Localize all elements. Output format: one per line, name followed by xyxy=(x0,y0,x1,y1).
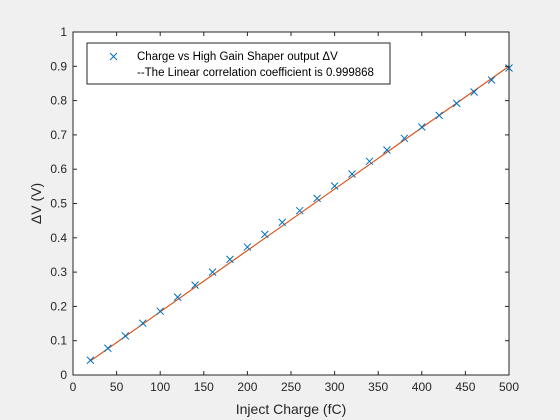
data-point xyxy=(383,146,391,154)
x-tick-label: 350 xyxy=(368,380,388,394)
data-point xyxy=(348,170,356,178)
x-tick-label: 100 xyxy=(150,380,170,394)
x-tick-label: 400 xyxy=(412,380,432,394)
data-point xyxy=(365,157,374,166)
data-point xyxy=(330,182,339,190)
data-point xyxy=(435,111,444,120)
data-point xyxy=(86,356,95,365)
x-tick-label: 50 xyxy=(110,380,124,394)
data-point xyxy=(452,99,461,108)
data-point xyxy=(208,268,217,276)
y-tick-label: 0.2 xyxy=(50,299,67,313)
data-point xyxy=(400,134,409,143)
data-point xyxy=(121,332,130,340)
plot-area xyxy=(73,32,509,375)
x-tick-label: 500 xyxy=(499,380,519,394)
data-point xyxy=(470,88,478,96)
y-tick-label: 1 xyxy=(60,25,67,39)
data-point xyxy=(487,76,496,84)
y-tick-label: 0.4 xyxy=(50,231,67,245)
legend-marker-x xyxy=(109,52,118,61)
x-tick-label: 200 xyxy=(237,380,257,394)
legend-entry-1: Charge vs High Gain Shaper output ΔV xyxy=(137,51,338,63)
data-point xyxy=(295,206,304,215)
data-point xyxy=(226,255,234,264)
data-point xyxy=(191,281,199,289)
y-tick-label: 0.9 xyxy=(50,59,67,73)
data-point xyxy=(138,319,147,328)
y-tick-label: 0.8 xyxy=(50,94,67,108)
data-point xyxy=(313,194,322,203)
data-point xyxy=(278,218,287,227)
x-tick-label: 150 xyxy=(194,380,214,394)
y-tick-label: 0.3 xyxy=(50,265,67,279)
chart-marks xyxy=(86,64,513,365)
data-point xyxy=(417,123,426,131)
y-tick-label: 0.1 xyxy=(50,334,67,348)
x-tick-label: 250 xyxy=(281,380,301,394)
y-axis-label: ΔV (V) xyxy=(28,183,44,224)
data-point xyxy=(104,344,112,353)
legend-box xyxy=(86,42,391,85)
data-point xyxy=(260,230,269,239)
x-tick-label: 450 xyxy=(455,380,475,394)
y-tick-label: 0.6 xyxy=(50,162,67,176)
x-axis-label: Inject Charge (fC) xyxy=(236,401,346,417)
x-tick-label: 0 xyxy=(70,380,77,394)
axis-ticks: 0 50 100 150 200 250 300 350 400 450 500 0 0.1 0.2 0.3… xyxy=(50,25,519,394)
legend: Charge vs High Gain Shaper output ΔV --T… xyxy=(86,42,391,85)
y-tick-label: 0 xyxy=(60,368,67,382)
legend-entry-2: --The Linear correlation coefficient is … xyxy=(137,67,374,79)
data-point xyxy=(156,307,165,316)
y-tick-label: 0.5 xyxy=(50,197,67,211)
data-point xyxy=(173,293,182,301)
x-tick-label: 300 xyxy=(325,380,345,394)
data-point xyxy=(243,243,252,251)
y-tick-label: 0.7 xyxy=(50,128,67,142)
